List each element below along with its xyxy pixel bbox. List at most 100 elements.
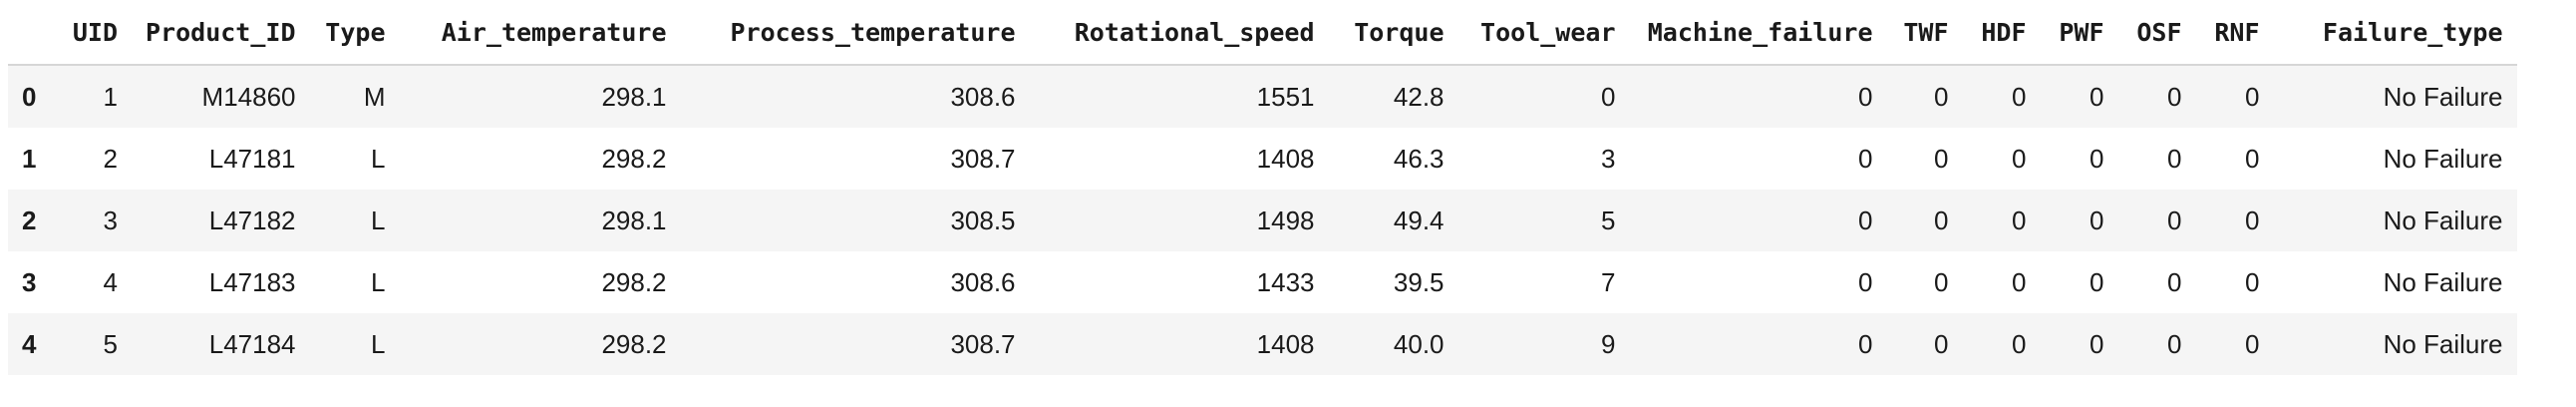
cell-rnf: 0 <box>2245 143 2260 174</box>
table-row: 4 5 L47184 L 298.2 308.7 1408 40.0 9 0 0… <box>8 313 2517 375</box>
cell-twf: 0 <box>1934 266 1949 297</box>
cell-rotational-speed: 1433 <box>1256 266 1315 297</box>
cell-type: M <box>363 81 386 112</box>
cell-machine-failure: 0 <box>1858 328 1873 359</box>
column-header-hdf: HDF <box>1962 0 2041 66</box>
cell-rotational-speed: 1498 <box>1256 204 1315 235</box>
table-row: 0 1 M14860 M 298.1 308.6 1551 42.8 0 0 0… <box>8 65 2517 128</box>
cell-air-temperature: 298.2 <box>601 143 667 174</box>
cell-product-id: L47181 <box>208 143 296 174</box>
cell-product-id: L47184 <box>208 328 296 359</box>
cell-type: L <box>371 143 386 174</box>
column-header-tool-wear: Tool_wear <box>1457 0 1630 66</box>
column-header-torque: Torque <box>1328 0 1458 66</box>
cell-pwf: 0 <box>2090 81 2104 112</box>
cell-torque: 46.3 <box>1393 143 1445 174</box>
column-header-type: Type <box>309 0 400 66</box>
cell-machine-failure: 0 <box>1858 143 1873 174</box>
cell-rnf: 0 <box>2245 266 2260 297</box>
cell-rotational-speed: 1408 <box>1256 328 1315 359</box>
cell-torque: 40.0 <box>1393 328 1445 359</box>
cell-product-id: L47182 <box>208 204 296 235</box>
column-header-process-temperature: Process_temperature <box>680 0 1030 66</box>
column-header-rotational-speed: Rotational_speed <box>1029 0 1329 66</box>
cell-hdf: 0 <box>2012 266 2027 297</box>
cell-torque: 42.8 <box>1393 81 1445 112</box>
row-index: 4 <box>22 328 37 359</box>
column-header-pwf: PWF <box>2040 0 2118 66</box>
cell-rnf: 0 <box>2245 204 2260 235</box>
header-row: UID Product_ID Type Air_temperature Proc… <box>8 0 2517 66</box>
cell-process-temperature: 308.6 <box>950 266 1016 297</box>
cell-twf: 0 <box>1934 143 1949 174</box>
cell-torque: 49.4 <box>1393 204 1445 235</box>
cell-air-temperature: 298.1 <box>601 204 667 235</box>
cell-process-temperature: 308.7 <box>950 328 1016 359</box>
cell-failure-type: No Failure <box>2383 143 2503 174</box>
table-row: 1 2 L47181 L 298.2 308.7 1408 46.3 3 0 0… <box>8 128 2517 190</box>
cell-osf: 0 <box>2167 143 2182 174</box>
cell-tool-wear: 0 <box>1601 81 1616 112</box>
cell-osf: 0 <box>2167 266 2182 297</box>
cell-failure-type: No Failure <box>2383 266 2503 297</box>
row-index: 1 <box>22 143 37 174</box>
cell-twf: 0 <box>1934 81 1949 112</box>
table-row: 2 3 L47182 L 298.1 308.5 1498 49.4 5 0 0… <box>8 190 2517 251</box>
cell-machine-failure: 0 <box>1858 81 1873 112</box>
cell-type: L <box>371 204 386 235</box>
cell-uid: 4 <box>103 266 118 297</box>
column-header-failure-type: Failure_type <box>2273 0 2517 66</box>
row-index: 0 <box>22 81 37 112</box>
row-index: 3 <box>22 266 37 297</box>
cell-pwf: 0 <box>2090 266 2104 297</box>
cell-twf: 0 <box>1934 204 1949 235</box>
cell-osf: 0 <box>2167 204 2182 235</box>
cell-air-temperature: 298.2 <box>601 328 667 359</box>
cell-hdf: 0 <box>2012 328 2027 359</box>
cell-pwf: 0 <box>2090 204 2104 235</box>
cell-torque: 39.5 <box>1393 266 1445 297</box>
cell-osf: 0 <box>2167 81 2182 112</box>
cell-rotational-speed: 1408 <box>1256 143 1315 174</box>
cell-tool-wear: 3 <box>1601 143 1616 174</box>
column-header-air-temperature: Air_temperature <box>399 0 681 66</box>
cell-failure-type: No Failure <box>2383 81 2503 112</box>
cell-osf: 0 <box>2167 328 2182 359</box>
cell-process-temperature: 308.6 <box>950 81 1016 112</box>
cell-product-id: L47183 <box>208 266 296 297</box>
cell-pwf: 0 <box>2090 143 2104 174</box>
cell-rnf: 0 <box>2245 328 2260 359</box>
cell-tool-wear: 5 <box>1601 204 1616 235</box>
cell-uid: 1 <box>103 81 118 112</box>
row-index: 2 <box>22 204 37 235</box>
column-header-rnf: RNF <box>2195 0 2274 66</box>
cell-rotational-speed: 1551 <box>1256 81 1315 112</box>
dataframe-table: UID Product_ID Type Air_temperature Proc… <box>8 0 2517 375</box>
cell-machine-failure: 0 <box>1858 204 1873 235</box>
column-header-product-id: Product_ID <box>132 0 310 66</box>
cell-uid: 5 <box>103 328 118 359</box>
cell-air-temperature: 298.2 <box>601 266 667 297</box>
cell-tool-wear: 7 <box>1601 266 1616 297</box>
column-header-uid: UID <box>52 0 132 66</box>
cell-twf: 0 <box>1934 328 1949 359</box>
cell-type: L <box>371 328 386 359</box>
cell-hdf: 0 <box>2012 81 2027 112</box>
cell-air-temperature: 298.1 <box>601 81 667 112</box>
cell-process-temperature: 308.7 <box>950 143 1016 174</box>
cell-hdf: 0 <box>2012 143 2027 174</box>
cell-pwf: 0 <box>2090 328 2104 359</box>
cell-failure-type: No Failure <box>2383 328 2503 359</box>
cell-process-temperature: 308.5 <box>950 204 1016 235</box>
cell-rnf: 0 <box>2245 81 2260 112</box>
cell-product-id: M14860 <box>201 81 296 112</box>
cell-uid: 3 <box>103 204 118 235</box>
column-header-osf: OSF <box>2117 0 2196 66</box>
cell-hdf: 0 <box>2012 204 2027 235</box>
cell-machine-failure: 0 <box>1858 266 1873 297</box>
table-row: 3 4 L47183 L 298.2 308.6 1433 39.5 7 0 0… <box>8 251 2517 313</box>
cell-uid: 2 <box>103 143 118 174</box>
cell-tool-wear: 9 <box>1601 328 1616 359</box>
column-header-twf: TWF <box>1886 0 1963 66</box>
